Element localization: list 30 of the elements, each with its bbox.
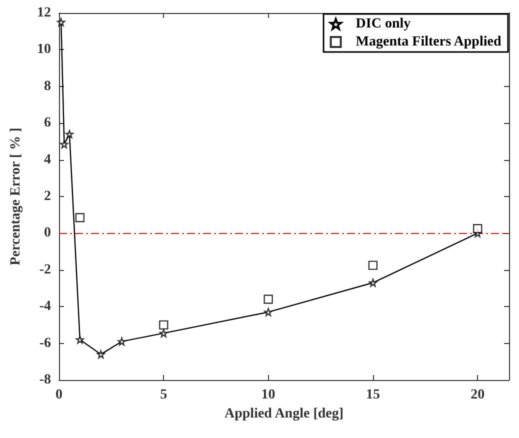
- point: [118, 337, 126, 346]
- point: [264, 294, 273, 304]
- point: [160, 329, 168, 338]
- point: [76, 336, 84, 344]
- y-tick-label: -4: [39, 299, 51, 314]
- y-tick-label: 0: [44, 226, 51, 241]
- point: [96, 350, 105, 358]
- legend-label: Magenta Filters Applied: [356, 34, 502, 50]
- y-axis-title: Percentage Error [ % ]: [8, 128, 24, 266]
- y-tick-label: -2: [39, 262, 51, 278]
- legend-label: DIC only: [356, 16, 411, 32]
- y-tick-label: 2: [44, 189, 51, 204]
- x-tick-label: 10: [261, 388, 276, 402]
- y-tick-label: 12: [37, 6, 51, 20]
- y-tick-label: -8: [39, 372, 51, 388]
- y-tick-label: 6: [44, 116, 51, 131]
- x-tick-label: 15: [366, 388, 380, 402]
- point: [75, 213, 85, 222]
- point: [159, 320, 168, 330]
- x-tick-label: 5: [160, 388, 168, 402]
- x-tick-label: 0: [56, 388, 62, 402]
- x-axis-title: Applied Angle [deg]: [224, 406, 344, 422]
- y-tick-label: 8: [44, 78, 51, 94]
- y-tick-label: -6: [39, 336, 51, 351]
- x-tick-label: 20: [470, 388, 485, 402]
- point: [368, 278, 378, 287]
- point: [368, 260, 378, 270]
- point: [473, 224, 482, 234]
- y-tick-label: 10: [37, 42, 51, 58]
- y-tick-label: 4: [44, 152, 51, 168]
